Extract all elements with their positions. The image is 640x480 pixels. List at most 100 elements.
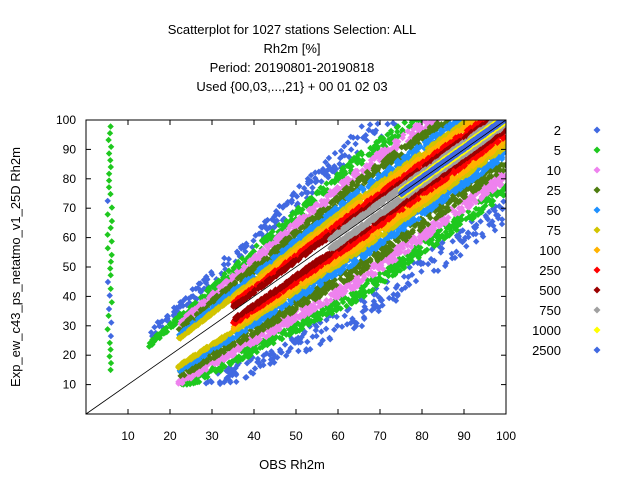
scatter-point: [288, 197, 296, 204]
scatter-point: [414, 259, 421, 267]
scatter-point: [264, 233, 272, 240]
scatter-point: [408, 120, 416, 126]
scatter-point: [233, 378, 240, 386]
scatter-point: [174, 308, 182, 315]
scatter-point: [252, 346, 259, 354]
scatter-point: [202, 279, 210, 287]
scatter-point: [295, 204, 302, 211]
scatter-point: [307, 172, 315, 179]
scatter-point: [341, 143, 348, 150]
scatter-point: [221, 270, 228, 278]
scatter-point: [146, 339, 154, 347]
scatter-point: [295, 347, 302, 355]
scatter-point: [263, 350, 270, 357]
scatter-point: [328, 178, 336, 185]
scatter-point: [437, 249, 444, 256]
scatter-point: [163, 317, 171, 324]
scatter-point: [359, 157, 366, 164]
scatter-point: [226, 377, 233, 384]
scatter-point: [498, 188, 505, 195]
scatter-point: [386, 294, 393, 302]
scatter-point: [326, 165, 333, 172]
scatter-point: [276, 202, 283, 210]
scatter-point: [323, 180, 330, 187]
scatter-point: [193, 377, 200, 385]
scatter-point: [438, 245, 446, 252]
scatter-point: [412, 277, 420, 285]
scatter-point: [345, 153, 353, 161]
scatter-point: [457, 237, 464, 244]
scatter-point: [261, 240, 268, 247]
scatter-point: [177, 311, 185, 318]
scatter-point: [368, 288, 375, 295]
scatter-point: [449, 255, 456, 262]
scatter-point: [372, 278, 380, 285]
scatter-point: [306, 197, 314, 204]
scatter-point: [171, 316, 178, 324]
scatter-point: [449, 238, 456, 245]
scatter-point: [320, 310, 327, 317]
scatter-point: [449, 222, 456, 230]
scatter-point: [367, 144, 374, 152]
scatter-point: [357, 288, 364, 295]
scatter-point: [269, 225, 276, 232]
scatter-point: [368, 307, 375, 314]
scatter-point: [336, 160, 343, 168]
scatter-point: [484, 216, 491, 223]
scatter-point: [500, 191, 506, 199]
scatter-point: [417, 244, 424, 251]
scatter-point: [228, 358, 235, 366]
scatter-point: [325, 154, 333, 162]
scatter-point: [151, 324, 158, 331]
scatter-point: [446, 232, 453, 239]
scatter-point: [275, 221, 283, 229]
scatter-point: [447, 227, 455, 235]
scatter-point: [394, 282, 401, 289]
scatter-point: [317, 316, 324, 323]
scatter-point: [203, 273, 210, 280]
scatter-point: [171, 320, 178, 327]
scatter-point: [260, 357, 267, 364]
scatter-point: [486, 208, 493, 216]
scatter-point: [443, 259, 450, 267]
scatter-point: [394, 123, 402, 130]
scatter-point: [194, 284, 202, 292]
scatter-point: [249, 354, 256, 361]
scatter-point: [148, 329, 155, 336]
scatter-point: [233, 371, 240, 379]
scatter-point: [189, 293, 197, 300]
scatter-point: [221, 254, 228, 262]
scatter-point: [195, 280, 203, 287]
scatter-point: [305, 316, 312, 323]
scatter-point: [360, 134, 367, 141]
scatter-point: [489, 218, 496, 225]
scatter-point: [404, 280, 412, 287]
scatter-point: [453, 248, 460, 255]
scatter-point: [458, 216, 466, 223]
scatter-point: [430, 267, 438, 274]
scatter-point: [239, 255, 246, 262]
scatter-point: [477, 218, 484, 225]
scatter-point: [345, 162, 352, 169]
scatter-point: [294, 337, 301, 344]
scatter-point: [253, 242, 260, 249]
scatter-point: [338, 323, 346, 330]
scatter-point: [313, 177, 321, 185]
title-line-1: Scatterplot for 1027 stations Selection:…: [168, 22, 417, 37]
scatter-point: [325, 162, 332, 169]
scatter-point: [175, 313, 182, 321]
scatter-point: [292, 210, 299, 217]
scatter-point: [483, 198, 490, 205]
scatter-point: [298, 325, 306, 332]
scatter-point: [202, 380, 210, 387]
scatter-point: [236, 354, 243, 361]
scatter-point: [465, 229, 472, 236]
scatter-point: [399, 255, 407, 262]
scatter-point: [185, 295, 193, 302]
scatter-point: [170, 312, 178, 320]
scatter-point: [190, 380, 197, 387]
scatter-point: [361, 315, 368, 323]
scatter-point: [387, 137, 395, 144]
scatter-point: [285, 219, 293, 227]
scatter-point: [186, 299, 193, 307]
